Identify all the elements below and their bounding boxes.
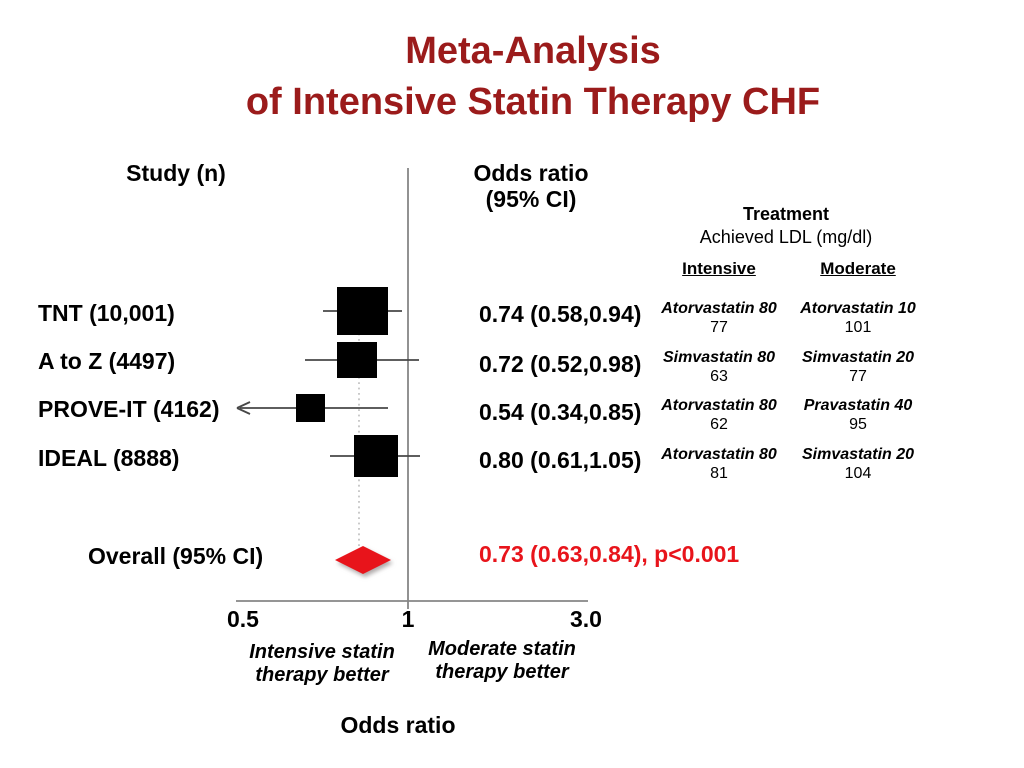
moderate-ldl-tnt: 101: [844, 319, 872, 336]
intensive-ldl-tnt: 77: [710, 319, 728, 336]
study-column-header: Study (n): [126, 160, 226, 186]
moderate-ldl-ideal: 104: [844, 465, 872, 482]
title-line-2: of Intensive Statin Therapy CHF: [245, 81, 821, 123]
axis-tick-0-5: 0.5: [227, 606, 259, 632]
overall-diamond: [335, 546, 391, 574]
moderate-ldl-prove-it: 95: [849, 416, 867, 433]
overall-or-value: 0.73 (0.63,0.84), p<0.001: [479, 541, 740, 567]
intensive-ldl-ideal: 81: [710, 465, 728, 482]
moderate-cell-ideal: Simvastatin 20 104: [788, 445, 928, 483]
odds-ratio-column-header: Odds ratio (95% CI): [446, 160, 616, 212]
moderate-drug-tnt: Atorvastatin 10: [800, 300, 916, 317]
intensive-drug-prove-it: Atorvastatin 80: [661, 397, 777, 414]
annotation-moderate-better: Moderate statin therapy better: [412, 638, 592, 684]
moderate-cell-tnt: Atorvastatin 10 101: [788, 299, 928, 337]
or-value-a-to-z: 0.72 (0.52,0.98): [479, 351, 642, 377]
weight-box-ideal: [354, 435, 398, 477]
moderate-cell-prove-it: Pravastatin 40 95: [788, 396, 928, 434]
ci-arrowhead-upper-prove-it: [236, 401, 251, 409]
study-label-tnt: TNT (10,001): [38, 300, 175, 326]
weight-box-a-to-z: [337, 342, 377, 378]
intensive-cell-a-to-z: Simvastatin 80 63: [649, 348, 789, 386]
annotation-intensive-line2: therapy better: [255, 664, 389, 686]
treatment-header: Treatment: [742, 204, 830, 224]
odds-ratio-header-line2: (95% CI): [485, 186, 577, 212]
moderate-cell-a-to-z: Simvastatin 20 77: [788, 348, 928, 386]
moderate-drug-prove-it: Pravastatin 40: [803, 397, 913, 414]
intensive-ldl-prove-it: 62: [710, 416, 728, 433]
achieved-ldl-subheader: Achieved LDL (mg/dl): [699, 227, 873, 247]
study-label-a-to-z: A to Z (4497): [38, 348, 176, 374]
weight-box-tnt: [337, 287, 388, 335]
odds-ratio-header-line1: Odds ratio: [473, 160, 589, 186]
moderate-drug-ideal: Simvastatin 20: [801, 446, 915, 463]
intensive-ldl-a-to-z: 63: [710, 368, 728, 385]
weight-box-prove-it: [296, 394, 325, 422]
intensive-cell-prove-it: Atorvastatin 80 62: [649, 396, 789, 434]
overall-label: Overall (95% CI): [88, 543, 264, 569]
x-axis-title: Odds ratio: [340, 712, 456, 738]
intensive-drug-ideal: Atorvastatin 80: [661, 446, 777, 463]
intensive-cell-tnt: Atorvastatin 80 77: [649, 299, 789, 337]
intensive-column-header: Intensive: [682, 259, 756, 278]
intensive-drug-tnt: Atorvastatin 80: [661, 300, 777, 317]
or-value-tnt: 0.74 (0.58,0.94): [479, 301, 642, 327]
intensive-cell-ideal: Atorvastatin 80 81: [649, 445, 789, 483]
moderate-column-header: Moderate: [820, 259, 896, 278]
annotation-moderate-line1: Moderate statin: [428, 638, 576, 660]
axis-tick-3-0: 3.0: [570, 606, 602, 632]
slide-title: Meta-Analysis of Intensive Statin Therap…: [42, 26, 1024, 128]
annotation-intensive-better: Intensive statin therapy better: [232, 641, 412, 687]
or-value-ideal: 0.80 (0.61,1.05): [479, 447, 642, 473]
moderate-ldl-a-to-z: 77: [849, 368, 867, 385]
intensive-drug-a-to-z: Simvastatin 80: [662, 349, 776, 366]
axis-tick-1: 1: [401, 606, 415, 632]
title-line-1: Meta-Analysis: [405, 30, 661, 72]
study-label-ideal: IDEAL (8888): [38, 445, 180, 471]
annotation-intensive-line1: Intensive statin: [249, 641, 395, 663]
moderate-drug-a-to-z: Simvastatin 20: [801, 349, 915, 366]
annotation-moderate-line2: therapy better: [435, 661, 569, 683]
ci-arrowhead-lower-prove-it: [236, 407, 251, 415]
study-label-prove-it: PROVE-IT (4162): [38, 396, 220, 422]
or-value-prove-it: 0.54 (0.34,0.85): [479, 399, 642, 425]
